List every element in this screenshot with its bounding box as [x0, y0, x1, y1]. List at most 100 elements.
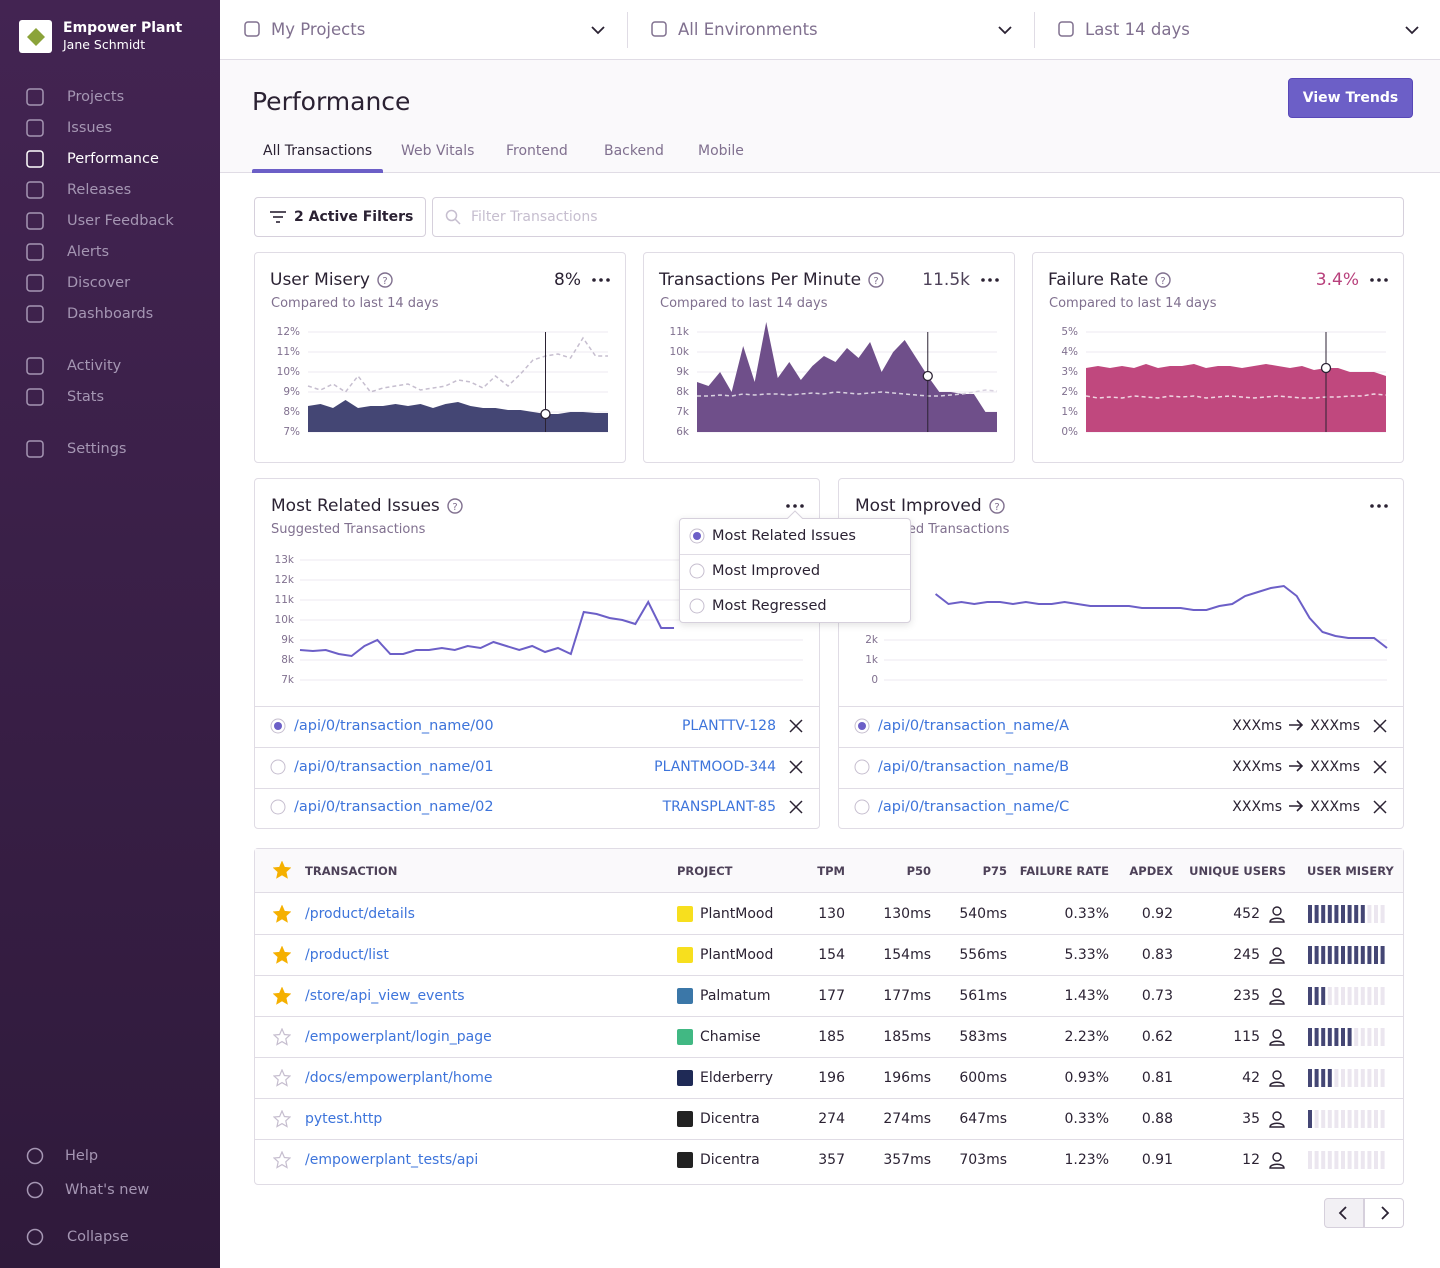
search-placeholder[interactable]: Filter Transactions [471, 209, 598, 225]
radio[interactable] [854, 759, 870, 775]
view-trends-button[interactable]: View Trends [1288, 78, 1413, 118]
radio[interactable] [854, 799, 870, 815]
pagination-button[interactable] [1364, 1198, 1404, 1228]
star[interactable] [273, 861, 291, 879]
nav-item[interactable]: Projects [67, 89, 125, 105]
more-dot [995, 278, 999, 282]
project-icon [677, 1152, 693, 1168]
transaction-link[interactable]: /api/0/transaction_name/C [878, 799, 1070, 815]
widget-subtitle: Compared to last 14 days [1049, 296, 1217, 311]
nav-item[interactable]: Dashboards [67, 306, 154, 322]
star[interactable] [273, 946, 291, 964]
filter-icon [270, 211, 286, 223]
dismiss-icon[interactable] [789, 800, 803, 814]
star[interactable] [273, 1028, 291, 1046]
radio[interactable] [854, 718, 870, 734]
menu-option[interactable]: Most Improved [712, 563, 821, 579]
filter-button[interactable]: 2 Active Filters [254, 197, 426, 237]
radio-ring [689, 563, 705, 579]
transaction-link[interactable]: /api/0/transaction_name/B [878, 758, 1070, 775]
help-icon: ? [1155, 272, 1171, 288]
more-menu[interactable] [785, 503, 805, 509]
transaction-link[interactable]: /api/0/transaction_name/02 [294, 799, 494, 815]
nav-item[interactable]: Performance [67, 151, 159, 167]
widget-value: 11.5k [922, 270, 970, 290]
menu-radio[interactable] [689, 598, 705, 614]
more-menu[interactable] [980, 277, 1000, 283]
transaction-link[interactable]: /api/0/transaction_name/A [878, 718, 1070, 734]
footer-item[interactable]: Help [65, 1148, 99, 1164]
user-icon-body [1269, 1040, 1285, 1046]
nav-item[interactable]: Stats [67, 389, 105, 405]
nav-item[interactable]: Releases [67, 182, 132, 198]
footer-item[interactable]: What's new [65, 1182, 150, 1198]
star[interactable] [273, 1110, 291, 1128]
dismiss-icon[interactable] [789, 759, 803, 774]
nav-item[interactable]: Issues [67, 120, 113, 136]
tab[interactable]: Mobile [698, 143, 744, 159]
cell-transaction[interactable]: /product/details [305, 906, 415, 922]
misery-segment [1334, 905, 1339, 923]
user-icon-head [1272, 906, 1282, 916]
dismiss-icon[interactable] [1373, 800, 1387, 814]
cell-tpm: 274 [818, 1111, 845, 1127]
radio[interactable] [270, 799, 286, 815]
cell-transaction[interactable]: pytest.http [305, 1111, 383, 1127]
cell-apdex: 0.81 [1141, 1070, 1173, 1086]
view-trends-label[interactable]: View Trends [1302, 90, 1399, 106]
search-box[interactable]: Filter Transactions [432, 197, 1404, 237]
duration-before: XXXms [1232, 718, 1282, 734]
tab[interactable]: All Transactions [263, 143, 373, 159]
cell-p75: 600ms [959, 1070, 1007, 1086]
nav-item[interactable]: Activity [67, 358, 122, 374]
user-icon [1269, 1152, 1285, 1169]
nav-item[interactable]: Alerts [67, 244, 110, 260]
nav-item[interactable]: User Feedback [67, 213, 174, 229]
transaction-link[interactable]: /api/0/transaction_name/00 [294, 718, 494, 734]
star[interactable] [273, 905, 291, 923]
star[interactable] [273, 987, 291, 1005]
dismiss-icon[interactable] [1373, 719, 1387, 733]
dismiss-icon[interactable] [1373, 759, 1387, 774]
cell-apdex: 0.62 [1141, 1029, 1173, 1045]
menu-radio[interactable] [689, 563, 705, 579]
more-menu[interactable] [591, 277, 611, 283]
radio-ring [270, 759, 286, 774]
cell-transaction[interactable]: /product/list [305, 947, 389, 963]
footer-item[interactable]: Collapse [67, 1229, 129, 1245]
more-menu[interactable] [1369, 503, 1389, 509]
selector[interactable]: My Projects [271, 20, 366, 39]
tab[interactable]: Backend [604, 143, 664, 159]
menu-radio[interactable] [689, 528, 705, 544]
cell-transaction[interactable]: /empowerplant/login_page [305, 1029, 492, 1045]
radio[interactable] [270, 718, 286, 734]
issue-link[interactable]: TRANSPLANT-85 [662, 799, 776, 815]
filter-label[interactable]: 2 Active Filters [294, 209, 414, 225]
tab[interactable]: Web Vitals [401, 143, 475, 159]
transaction-link[interactable]: /api/0/transaction_name/01 [294, 758, 494, 775]
issue-link[interactable]: PLANTMOOD-344 [654, 758, 776, 775]
cell-transaction[interactable]: /docs/empowerplant/home [305, 1070, 493, 1086]
selector[interactable]: Last 14 days [1085, 20, 1190, 39]
cell-transaction[interactable]: /empowerplant_tests/api [305, 1152, 479, 1168]
more-menu[interactable] [1369, 277, 1389, 283]
selector[interactable]: All Environments [678, 20, 818, 39]
help-icon: ? [447, 498, 463, 514]
nav-icon-shape [26, 357, 44, 375]
cell-transaction[interactable]: /store/api_view_events [305, 988, 465, 1004]
project-icon [677, 947, 693, 963]
issue-link[interactable]: PLANTTV-128 [681, 718, 776, 734]
dismiss-icon[interactable] [789, 719, 803, 733]
menu-option[interactable]: Most Regressed [712, 598, 827, 614]
star[interactable] [273, 1151, 291, 1169]
star[interactable] [273, 1069, 291, 1087]
misery-segment [1360, 1151, 1365, 1169]
radio-dot [858, 722, 866, 730]
duration-after: XXXms [1310, 799, 1360, 815]
nav-item[interactable]: Settings [67, 441, 127, 457]
nav-item[interactable]: Discover [67, 275, 131, 291]
menu-option[interactable]: Most Related Issues [712, 528, 856, 544]
pagination-button[interactable] [1324, 1198, 1364, 1228]
tab[interactable]: Frontend [506, 143, 568, 159]
radio[interactable] [270, 759, 286, 775]
